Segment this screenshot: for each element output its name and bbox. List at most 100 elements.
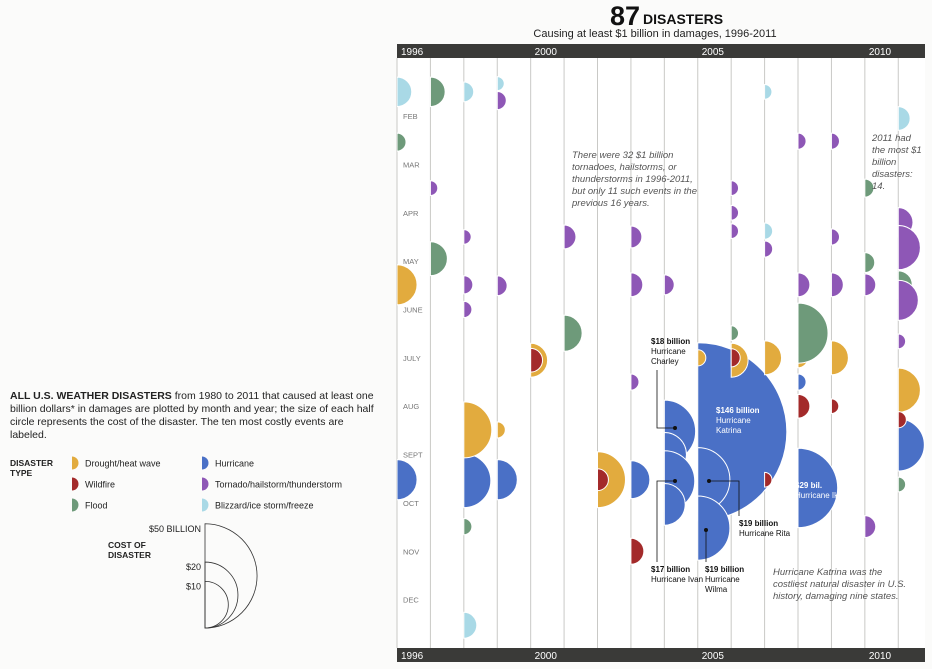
- size-legend-label: $20: [186, 562, 201, 572]
- top-band: [397, 44, 925, 58]
- disaster-half-circle: [864, 273, 877, 297]
- marks: [397, 76, 925, 639]
- y-tick-label: OCT: [403, 499, 419, 508]
- disaster-half-circle: [463, 275, 474, 295]
- disaster-half-circle: [797, 393, 811, 419]
- legend-label: Hurricane: [215, 459, 254, 469]
- event-name: Hurricane Ike: [795, 491, 843, 500]
- disaster-half-circle: [797, 447, 839, 529]
- leaders: [656, 370, 740, 562]
- disaster-half-circle: [463, 518, 473, 536]
- y-tick-label: JUNE: [403, 305, 423, 314]
- size-legend-title: COST OF DISASTER: [108, 540, 151, 560]
- leader-line: [709, 480, 740, 516]
- legend-swatch: [202, 498, 209, 512]
- event-label: $146 billion Hurricane Katrina: [716, 406, 772, 436]
- disaster-half-circle: [630, 373, 640, 391]
- disaster-half-circle: [463, 611, 478, 639]
- disaster-half-circle: [897, 106, 911, 131]
- disaster-half-circle: [730, 180, 739, 196]
- legend-title: DISASTER TYPE: [10, 458, 53, 478]
- disaster-half-circle: [797, 132, 807, 150]
- leader-dot: [704, 528, 708, 532]
- disaster-half-circle: [830, 398, 840, 415]
- y-tick-label: FEB: [403, 112, 418, 121]
- disaster-half-circle: [764, 83, 773, 100]
- description-lead: ALL U.S. WEATHER DISASTERS: [10, 390, 172, 402]
- disaster-half-circle: [630, 272, 644, 298]
- disaster-half-circle: [697, 349, 707, 367]
- disaster-half-circle: [597, 451, 626, 509]
- disaster-half-circle: [630, 225, 643, 249]
- disaster-half-circle: [429, 76, 446, 108]
- legend-label: Wildfire: [85, 480, 115, 490]
- leader-dot: [673, 479, 677, 483]
- description: ALL U.S. WEATHER DISASTERS from 1980 to …: [10, 390, 382, 442]
- event-value-label: $29 bil.: [795, 481, 823, 490]
- event-name: Hurricane Charley: [651, 347, 686, 366]
- legend-label: Flood: [85, 501, 108, 511]
- event-label: $29 bil. Hurricane Ike: [795, 481, 851, 501]
- title-count: 87: [610, 1, 640, 31]
- disaster-half-circle: [864, 178, 875, 198]
- disaster-half-circle: [463, 81, 475, 103]
- disaster-half-circle: [797, 373, 807, 391]
- disaster-half-circle: [463, 401, 493, 459]
- disaster-half-circle: [563, 314, 583, 352]
- chart-subtitle: Causing at least $1 billion in damages, …: [533, 28, 776, 40]
- disaster-half-circle: [897, 224, 921, 271]
- event-label: $17 billion Hurricane Ivan: [651, 565, 707, 585]
- disaster-half-circle: [496, 275, 508, 297]
- event-value-label: $17 billion: [651, 565, 691, 574]
- disaster-half-circle: [730, 223, 739, 240]
- disaster-half-circle: [429, 241, 448, 277]
- disaster-half-circle: [830, 272, 844, 298]
- note: 2011 had the most $1 billion disasters: …: [872, 133, 922, 192]
- disaster-half-circle: [397, 459, 418, 501]
- description-text: from 1980 to 2011 that caused at least o…: [10, 390, 374, 441]
- event-label: $19 billion Hurricane Rita: [739, 519, 795, 539]
- x-tick-label: 2000: [535, 651, 558, 662]
- disaster-half-circle: [730, 325, 739, 342]
- legend-swatch: [202, 456, 209, 470]
- disaster-half-circle: [563, 224, 577, 250]
- event-name: Hurricane Ivan: [651, 575, 704, 584]
- y-tick-label: JULY: [403, 354, 421, 363]
- x-tick-label: 2005: [702, 651, 725, 662]
- y-tick-label: DEC: [403, 596, 419, 605]
- disaster-half-circle: [530, 347, 543, 373]
- disaster-half-circle: [797, 302, 829, 364]
- leader-line: [656, 370, 675, 429]
- disaster-half-circle: [463, 229, 472, 245]
- size-legend-label: $10: [186, 581, 201, 591]
- leader-line: [656, 480, 675, 562]
- disaster-half-circle: [830, 228, 840, 246]
- disaster-half-circle: [730, 204, 739, 221]
- legend-swatch: [72, 477, 79, 491]
- event-value-label: $146 billion: [716, 406, 760, 415]
- disaster-half-circle: [463, 300, 473, 319]
- disaster-half-circle: [730, 348, 741, 368]
- disaster-half-circle: [897, 279, 919, 321]
- disaster-half-circle: [496, 421, 506, 439]
- event-name: Hurricane Wilma: [705, 575, 740, 594]
- note: There were 32 $1 billion tornadoes, hail…: [572, 150, 697, 209]
- disaster-half-circle: [764, 340, 783, 376]
- event-name: Hurricane Rita: [739, 529, 791, 538]
- legend-label: Drought/heat wave: [85, 459, 161, 469]
- y-tick-label: MAR: [403, 160, 420, 169]
- legend-swatch: [72, 456, 79, 470]
- disaster-half-circle: [897, 411, 907, 429]
- size-legend-arc: [204, 580, 229, 629]
- leader-dot: [707, 479, 711, 483]
- disaster-half-circle: [630, 537, 645, 565]
- grid: 1996 1996 2000 2000 2005 2005 2010 2010 FEB MAR AP…: [396, 47, 899, 662]
- event-name: Hurricane Katrina: [716, 416, 751, 435]
- size-legend-arc: [204, 561, 239, 629]
- disaster-half-circle: [764, 471, 773, 488]
- note: Hurricane Katrina was the costliest natu…: [773, 567, 907, 602]
- event-value-label: $19 billion: [739, 519, 779, 528]
- y-tick-label: MAY: [403, 257, 419, 266]
